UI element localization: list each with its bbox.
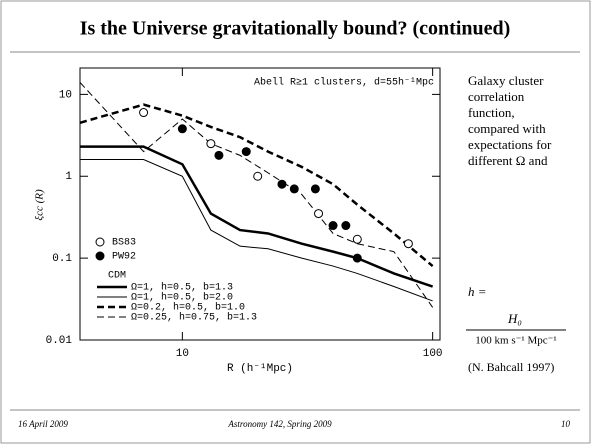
data-point	[352, 234, 362, 244]
legend-label: Ω=0.25, h=0.75, b=1.3	[131, 312, 257, 324]
series-line	[79, 82, 434, 308]
side-text: Galaxy cluster	[468, 73, 544, 88]
data-point	[206, 139, 216, 149]
data-point	[289, 184, 299, 194]
data-point	[177, 124, 187, 134]
data-point	[341, 221, 351, 231]
data-point	[277, 179, 287, 189]
data-point	[139, 108, 149, 118]
data-point	[403, 239, 413, 249]
legend-label: PW92	[112, 252, 136, 263]
source: (N. Bahcall 1997)	[468, 360, 554, 374]
fraction-numerator: H₀	[507, 311, 522, 326]
y-tick-label: 10	[59, 89, 72, 101]
slide-title: Is the Universe gravitationally bound? (…	[80, 18, 511, 40]
y-axis-label: ξcc (R)	[34, 189, 46, 221]
y-tick-label: 1	[65, 171, 72, 183]
side-h: h =	[468, 284, 487, 299]
legend-marker	[95, 237, 105, 247]
fraction-denominator: 100 km s⁻¹ Mpc⁻¹	[475, 335, 556, 347]
y-tick-label: 0.01	[46, 335, 73, 347]
side-text: function,	[468, 105, 515, 120]
legend-label: Ω=1, h=0.5, b=1.3	[131, 282, 233, 294]
series-line	[80, 159, 433, 302]
plot-frame	[79, 67, 441, 341]
footer-course: Astronomy 142, Spring 2009	[227, 419, 332, 429]
x-tick-label: 100	[423, 348, 443, 360]
data-point	[253, 171, 263, 181]
legend-marker	[95, 251, 105, 261]
footer-date: 16 April 2009	[18, 419, 68, 429]
side-text: different Ω and	[468, 153, 548, 168]
side-text: expectations for	[468, 137, 552, 152]
side-text: correlation	[468, 89, 525, 104]
legend-label: Ω=1, h=0.5, b=2.0	[131, 292, 233, 304]
y-tick-label: 0.1	[52, 253, 72, 265]
legend-label: BS83	[112, 238, 136, 249]
series-line	[80, 145, 434, 288]
data-point	[352, 253, 362, 263]
data-point	[214, 150, 224, 160]
series-line	[79, 103, 434, 268]
data-point	[241, 147, 251, 157]
legend-label: Ω=0.2, h=0.5, b=1.0	[131, 302, 245, 314]
x-axis-label: R (h⁻¹Mpc)	[227, 363, 293, 375]
data-point	[314, 209, 324, 219]
footer-page: 10	[561, 419, 571, 429]
legend-title: CDM	[108, 271, 126, 282]
side-text: compared with	[468, 121, 546, 136]
data-point	[328, 221, 338, 231]
data-point	[310, 184, 320, 194]
x-tick-label: 10	[176, 348, 189, 360]
annotation: Abell R≥1 clusters, d=55h⁻¹Mpc	[254, 77, 434, 89]
